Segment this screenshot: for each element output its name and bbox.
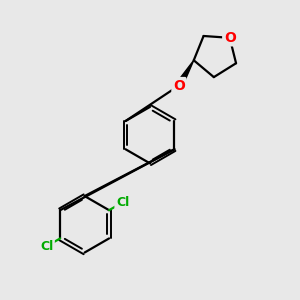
Polygon shape (176, 60, 194, 87)
Text: Cl: Cl (40, 240, 53, 253)
Text: O: O (173, 79, 185, 92)
Text: O: O (224, 31, 236, 45)
Text: Cl: Cl (116, 196, 129, 209)
